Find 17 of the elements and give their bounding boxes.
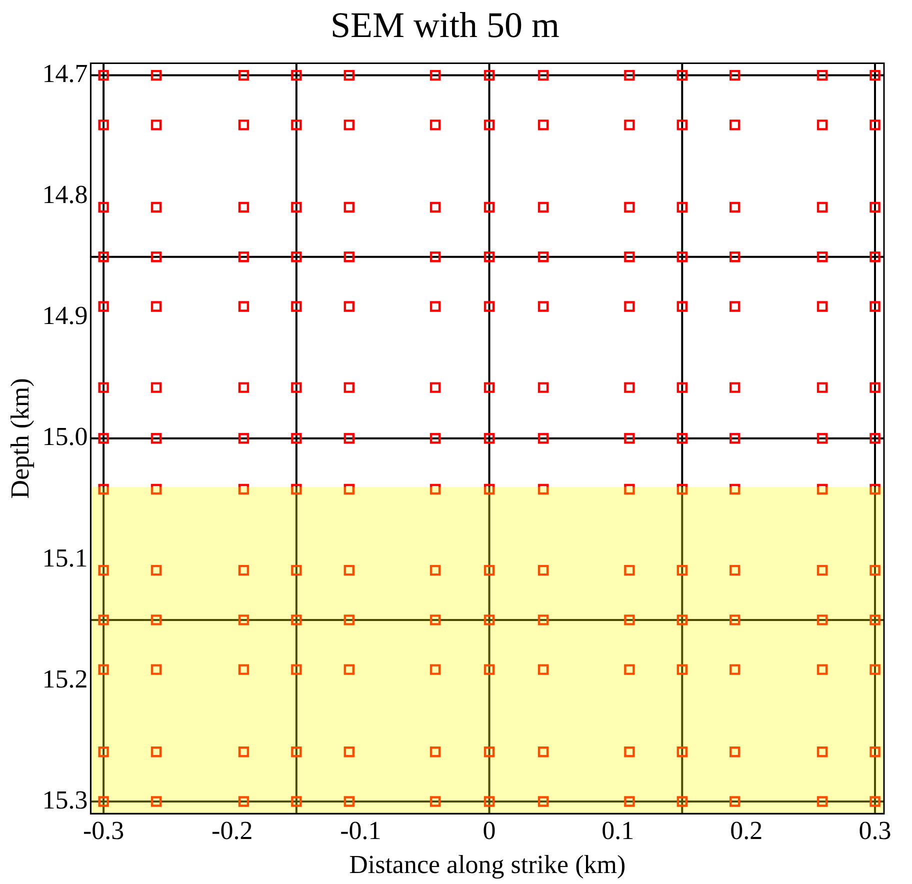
y-tick-label: 15.1 <box>42 543 88 572</box>
y-tick-label: 15.3 <box>42 785 88 814</box>
x-axis-title: Distance along strike (km) <box>349 850 626 880</box>
y-axis-title: Depth (km) <box>5 378 34 499</box>
x-tick-label: -0.1 <box>340 816 382 846</box>
y-tick-label: 15.2 <box>42 664 88 694</box>
x-tick-label: 0.3 <box>858 816 892 846</box>
x-tick-label: 0.1 <box>602 816 634 846</box>
x-tick-label: -0.2 <box>212 816 253 846</box>
y-tick-label: 15.0 <box>42 422 88 452</box>
chart-title: SEM with 50 m <box>330 5 560 46</box>
y-tick-label: 14.7 <box>42 59 88 88</box>
y-tick-label: 14.8 <box>42 180 88 210</box>
x-tick-label: -0.3 <box>82 816 124 846</box>
x-tick-label: 0.2 <box>730 816 763 846</box>
x-tick-label: 0 <box>482 816 496 846</box>
y-tick-label: 14.9 <box>42 301 88 330</box>
